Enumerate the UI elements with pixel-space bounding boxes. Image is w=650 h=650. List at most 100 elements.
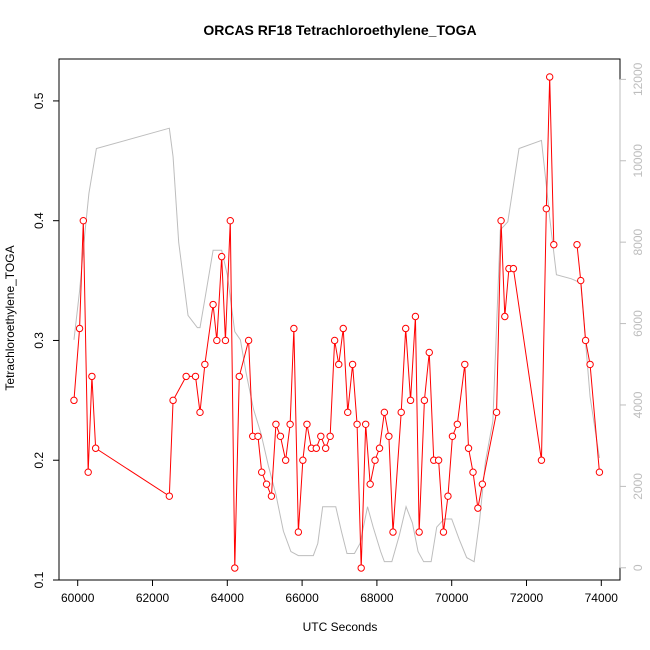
- data-point: [434, 456, 443, 464]
- data-point: [371, 456, 379, 464]
- data-point: [70, 396, 78, 405]
- x-tick-label: 68000: [360, 591, 394, 605]
- data-point: [389, 528, 397, 536]
- data-point: [501, 312, 509, 321]
- data-point: [244, 336, 253, 345]
- y2-tick-label: 8000: [631, 228, 645, 255]
- data-point: [461, 360, 469, 369]
- data-point: [294, 528, 303, 536]
- data-point: [339, 324, 347, 333]
- data-point: [258, 468, 266, 476]
- x-tick-label: 62000: [136, 591, 170, 605]
- data-point: [478, 480, 487, 488]
- data-point: [542, 205, 551, 213]
- data-point: [169, 396, 177, 405]
- x-tick-label: 74000: [585, 591, 619, 605]
- data-point: [312, 444, 321, 452]
- data-point: [75, 324, 84, 333]
- data-point: [182, 372, 190, 381]
- data-point: [366, 480, 374, 488]
- y-tick-label: 0.1: [32, 571, 46, 588]
- data-point: [402, 324, 410, 333]
- data-point: [415, 528, 423, 536]
- data-point: [545, 73, 554, 81]
- data-point: [330, 336, 339, 345]
- x-axis: 60000 62000 64000 66000 68000 70000 72000 74000: [61, 579, 619, 605]
- x-tick-label: 72000: [510, 591, 544, 605]
- y-tick-label: 0.4: [32, 212, 46, 229]
- data-point: [201, 360, 209, 369]
- data-point: [595, 468, 604, 476]
- data-point: [262, 480, 271, 488]
- data-point: [581, 336, 590, 345]
- data-point: [286, 420, 294, 428]
- data-point: [397, 408, 405, 417]
- y-tick-label: 0.3: [32, 332, 46, 349]
- data-point: [254, 432, 262, 440]
- data-point: [577, 276, 585, 285]
- data-point: [375, 444, 384, 452]
- data-point: [586, 360, 594, 369]
- y-tick-label: 0.5: [32, 92, 46, 109]
- data-point: [84, 468, 92, 476]
- data-point: [420, 396, 429, 405]
- data-point: [226, 216, 234, 225]
- data-point: [276, 432, 285, 440]
- x-tick-label: 70000: [435, 591, 469, 605]
- data-point: [361, 420, 370, 428]
- y2-tick-label: 6000: [631, 310, 645, 337]
- data-point: [165, 492, 174, 500]
- y-axis: 0.1 0.2 0.3 0.4 0.5: [32, 92, 60, 588]
- x-tick-label: 64000: [211, 591, 245, 605]
- data-point: [281, 456, 290, 464]
- data-point: [448, 432, 457, 440]
- data-point: [267, 492, 276, 500]
- data-point: [88, 372, 96, 381]
- data-point: [497, 216, 505, 225]
- data-point: [453, 420, 462, 428]
- data-point: [411, 312, 420, 321]
- chart-title: ORCAS RF18 Tetrachloroethylene_TOGA: [203, 22, 476, 38]
- data-point: [231, 564, 239, 572]
- data-point: [406, 396, 415, 405]
- data-point: [380, 408, 389, 417]
- data-point: [299, 456, 307, 464]
- data-point: [317, 432, 325, 440]
- data-point: [509, 264, 518, 273]
- data-point: [492, 408, 501, 417]
- data-point: [444, 492, 452, 500]
- data-point: [290, 324, 298, 333]
- data-point: [344, 408, 352, 417]
- data-point: [353, 420, 361, 428]
- data-point: [213, 336, 221, 345]
- data-point: [217, 252, 226, 261]
- data-point: [191, 372, 200, 381]
- x-tick-label: 66000: [285, 591, 319, 605]
- data-point: [326, 432, 334, 440]
- y2-tick-label: 4000: [631, 391, 645, 418]
- data-point: [357, 564, 365, 572]
- y2-tick-label: 0: [631, 564, 645, 571]
- data-point: [425, 348, 433, 357]
- y-tick-label: 0.2: [32, 452, 46, 469]
- y2-tick-label: 10000: [631, 144, 645, 178]
- data-point: [321, 444, 330, 452]
- data-point: [348, 360, 357, 369]
- y-axis-label: Tetrachloroethylene_TOGA: [3, 245, 17, 390]
- data-point: [235, 372, 243, 381]
- data-point: [385, 432, 393, 440]
- y2-axis: 0 2000 4000 6000 8000 10000 12000: [619, 62, 645, 571]
- y2-tick-label: 2000: [631, 473, 645, 500]
- data-point: [550, 240, 558, 249]
- data-point: [303, 420, 311, 428]
- data-point: [474, 504, 482, 512]
- x-tick-label: 60000: [61, 591, 95, 605]
- primary-series: [70, 73, 604, 572]
- data-point: [469, 468, 477, 476]
- data-point: [573, 240, 581, 249]
- data-point: [196, 408, 204, 417]
- plot-frame: [58, 58, 621, 581]
- data-point: [272, 420, 280, 428]
- y2-tick-label: 12000: [631, 62, 645, 96]
